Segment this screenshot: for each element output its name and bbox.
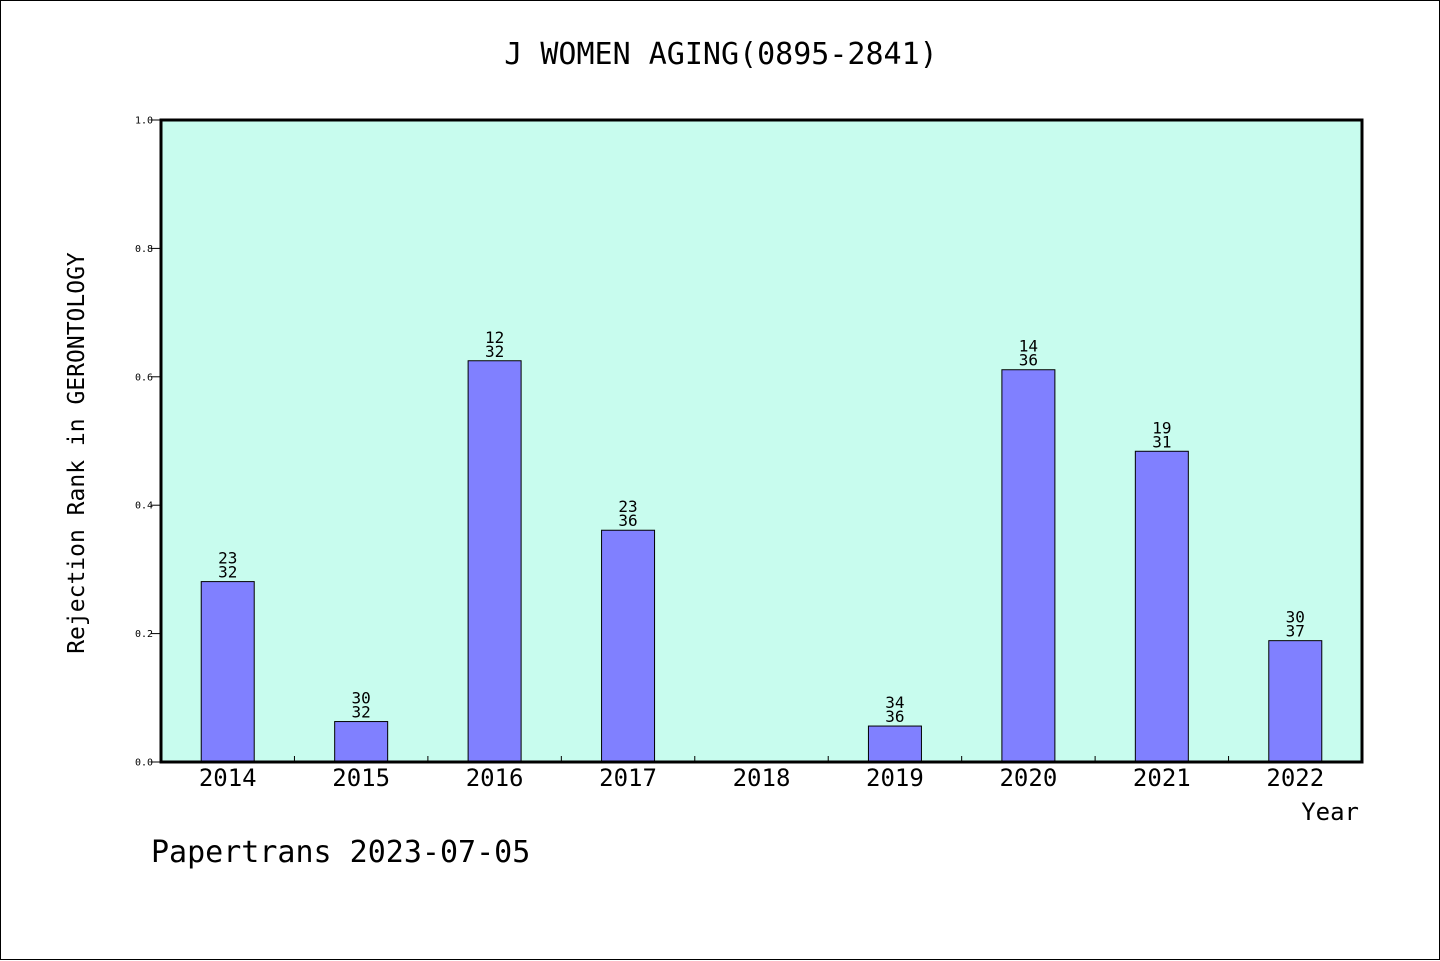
x-tick-label: 2016 [466, 764, 524, 792]
x-tick-label: 2014 [199, 764, 257, 792]
x-tick-label: 2020 [999, 764, 1057, 792]
bar-label-bottom: 32 [352, 703, 371, 722]
y-tick-label: 0.6 [135, 372, 153, 383]
bar-label-top: 14 [1019, 337, 1038, 356]
bar-label-top: 23 [218, 549, 237, 568]
x-tick-label: 2022 [1266, 764, 1324, 792]
bar-label-top: 34 [885, 693, 904, 712]
footer-note: Papertrans 2023-07-05 [151, 835, 531, 870]
bar [1134, 450, 1189, 763]
bar-label-bottom: 36 [618, 511, 637, 530]
bar-label-top: 23 [618, 497, 637, 516]
bar-label-bottom: 36 [1019, 351, 1038, 370]
bar [467, 360, 522, 763]
bar [334, 721, 389, 763]
bar-label-bottom: 32 [485, 342, 504, 361]
bar-label-top: 30 [352, 689, 371, 708]
bar-label-bottom: 37 [1286, 622, 1305, 641]
chart-title: J WOMEN AGING(0895-2841) [504, 37, 938, 72]
bar-label-bottom: 31 [1152, 432, 1171, 451]
bar-label-bottom: 36 [885, 707, 904, 726]
y-tick-label: 0.2 [135, 629, 153, 640]
x-axis-label: Year [1301, 798, 1359, 826]
bar [601, 529, 656, 763]
y-tick-label: 0.8 [135, 244, 153, 255]
y-tick-label: 0.0 [135, 758, 153, 769]
y-tick-label: 0.4 [135, 501, 153, 512]
x-tick-label: 2018 [733, 764, 791, 792]
bar [200, 581, 255, 763]
bar [1001, 369, 1056, 763]
x-tick-label: 2015 [332, 764, 390, 792]
x-tick-label: 2017 [599, 764, 657, 792]
y-tick-label: 1.0 [135, 116, 153, 127]
bar [1268, 640, 1323, 763]
bar-label-top: 19 [1152, 418, 1171, 437]
x-tick-label: 2019 [866, 764, 924, 792]
bar-label-bottom: 32 [218, 563, 237, 582]
bar-label-top: 30 [1286, 608, 1305, 627]
plot-border [159, 118, 1364, 764]
bar-label-top: 12 [485, 328, 504, 347]
bar [867, 725, 922, 763]
x-tick-label: 2021 [1133, 764, 1191, 792]
